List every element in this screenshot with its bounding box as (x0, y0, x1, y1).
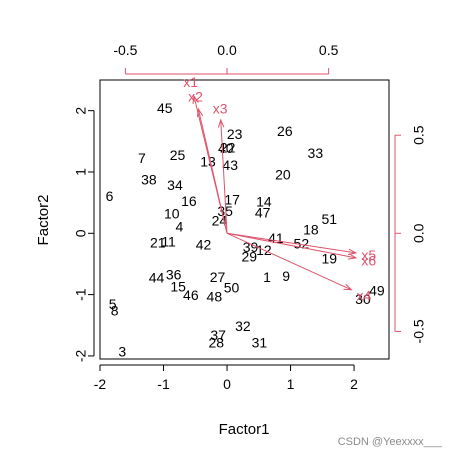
observation-label: 22 (220, 139, 236, 155)
observation-label: 44 (149, 269, 165, 285)
loading-arrow-shaft (220, 119, 228, 234)
y-tick-label: 0 (73, 229, 89, 237)
observation-label: 5 (109, 296, 117, 312)
x-axis-title: Factor1 (219, 421, 270, 438)
observation-label: 27 (210, 269, 226, 285)
observation-label: 37 (210, 327, 226, 343)
y-tick-label: -1 (73, 288, 89, 301)
top-tick-label: 0.0 (217, 42, 237, 58)
observation-label: 39 (243, 239, 259, 255)
observation-label: 9 (282, 268, 290, 284)
top-tick-label: -0.5 (113, 42, 137, 58)
observation-label: 6 (106, 188, 114, 204)
bottom-axis: -2 -1 0 1 2 (94, 364, 358, 392)
observation-label: 14 (256, 193, 272, 209)
observation-label: 18 (303, 222, 319, 238)
observation-label: 47 (255, 204, 271, 220)
y-tick-label: 2 (73, 107, 89, 115)
x-tick-label: -2 (94, 376, 107, 392)
y-tick-label: 1 (73, 168, 89, 176)
observation-label: 51 (322, 211, 338, 227)
right-axis: -0.5 0.0 0.5 (394, 125, 427, 343)
loading-arrow-head (196, 107, 204, 118)
loading-arrow-head (217, 118, 225, 128)
observation-label: 43 (222, 157, 238, 173)
loading-arrow-shaft (197, 108, 228, 234)
x-tick-label: 2 (350, 376, 358, 392)
observation-label: 29 (241, 249, 257, 265)
observation-label: 20 (275, 166, 291, 182)
loading-arrow-shaft (226, 232, 356, 254)
loading-arrow-head (343, 283, 353, 291)
observation-label: 23 (227, 126, 243, 142)
observation-label: 28 (208, 334, 224, 350)
right-tick-label: 0.0 (411, 223, 427, 243)
x-tick-label: 0 (223, 376, 231, 392)
loading-arrow-head (192, 94, 199, 104)
loading-arrow-head (347, 248, 358, 255)
observation-label: 17 (224, 192, 240, 208)
loading-label: x5 (361, 247, 376, 263)
observation-label: 16 (181, 193, 197, 209)
observation-label: 11 (161, 233, 176, 249)
observation-label: 32 (235, 318, 251, 334)
observation-label: 34 (167, 177, 183, 193)
observation-label: 46 (183, 287, 199, 303)
observation-label: 40 (218, 140, 234, 156)
x-tick-label: -1 (157, 376, 170, 392)
x-tick-label: 1 (287, 376, 295, 392)
observation-label: 50 (224, 279, 240, 295)
loading-arrow-head (347, 253, 358, 260)
top-tick-label: 0.5 (319, 42, 339, 58)
observation-label: 30 (355, 291, 371, 307)
y-tick-label: -2 (73, 349, 89, 362)
loading-label: x3 (213, 101, 228, 117)
left-axis: -2 -1 0 1 2 (73, 107, 95, 362)
loading-label: x2 (188, 89, 203, 105)
observation-label: 42 (196, 236, 212, 252)
loading-arrow-shaft (226, 232, 352, 291)
observation-label: 38 (141, 171, 157, 187)
observation-label: 7 (138, 150, 146, 166)
observation-label: 49 (369, 282, 385, 298)
observation-label: 36 (166, 266, 182, 282)
y-axis-title: Factor2 (35, 195, 52, 246)
observation-label: 26 (277, 123, 293, 139)
observation-label: 31 (252, 334, 268, 350)
observation-label: 1 (263, 269, 271, 285)
observation-label: 45 (157, 100, 173, 116)
observation-label: 4 (175, 219, 183, 235)
observation-label: 21 (150, 234, 166, 250)
observation-label: 33 (308, 145, 324, 161)
loading-arrow-shaft (226, 232, 356, 259)
observation-label: 10 (164, 206, 180, 222)
observation-label: 13 (200, 154, 216, 170)
loading-label: x4 (356, 287, 371, 303)
loading-label: x6 (361, 252, 376, 268)
observation-label: 25 (170, 147, 186, 163)
right-tick-label: 0.5 (411, 125, 427, 145)
observation-label: 3 (118, 344, 126, 360)
plot-frame (99, 79, 390, 360)
watermark-text: CSDN @Yeexxxx___ (337, 436, 442, 448)
observation-label: 15 (170, 279, 186, 295)
loading-label: x1 (183, 74, 198, 90)
observation-label: 19 (322, 250, 338, 266)
right-tick-label: -0.5 (411, 319, 427, 343)
observation-label: 8 (111, 303, 119, 319)
observation-label: 48 (207, 288, 223, 304)
top-axis: -0.5 0.0 0.5 (113, 42, 339, 75)
